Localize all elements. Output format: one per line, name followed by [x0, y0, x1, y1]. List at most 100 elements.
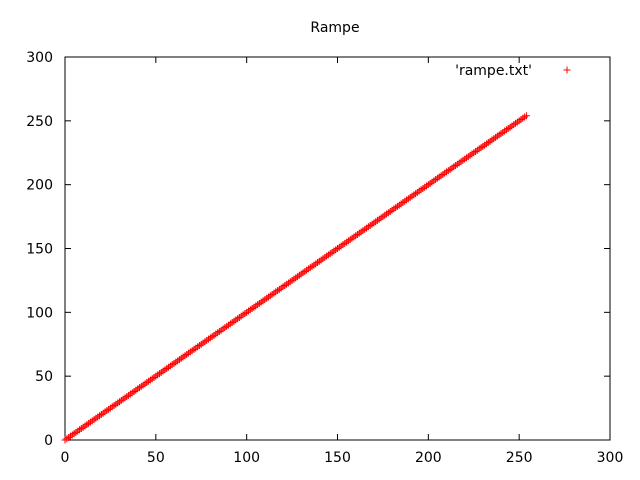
data-point: [279, 283, 287, 291]
data-point: [388, 206, 396, 214]
data-point: [72, 428, 80, 436]
data-point: [466, 151, 474, 159]
data-point: [114, 399, 122, 407]
data-point: [304, 265, 312, 273]
data-point: [355, 229, 363, 237]
data-point: [502, 126, 510, 134]
data-point: [157, 368, 165, 376]
data-point: [148, 375, 156, 383]
data-point: [470, 149, 478, 157]
data-point: [234, 315, 242, 323]
data-point: [66, 432, 74, 440]
data-point: [199, 339, 207, 347]
data-point: [357, 228, 365, 236]
data-point: [74, 427, 82, 435]
data-point: [250, 303, 258, 311]
data-point: [377, 214, 385, 222]
data-point: [226, 320, 234, 328]
data-point: [337, 242, 345, 250]
data-point: [150, 373, 158, 381]
data-point: [348, 234, 356, 242]
data-point: [70, 430, 78, 438]
data-point: [343, 238, 351, 246]
data-point: [294, 273, 302, 281]
x-tick-label: 0: [61, 450, 70, 466]
data-point: [383, 210, 391, 218]
data-point: [170, 359, 178, 367]
data-point: [477, 144, 485, 152]
data-point: [339, 241, 347, 249]
legend-label: 'rampe.txt': [455, 63, 532, 79]
data-point: [492, 133, 500, 141]
data-point: [141, 380, 149, 388]
data-point: [435, 173, 443, 181]
data-point: [221, 324, 229, 332]
data-point: [468, 150, 476, 158]
data-point: [519, 114, 527, 122]
x-tick-label: 50: [147, 450, 165, 466]
data-point: [413, 188, 421, 196]
data-point: [335, 243, 343, 251]
data-point: [490, 135, 498, 143]
data-point: [352, 232, 360, 240]
data-point: [432, 176, 440, 184]
y-tick-label: 150: [26, 242, 53, 258]
data-point: [317, 256, 325, 264]
data-point: [392, 204, 400, 212]
data-point: [359, 227, 367, 235]
data-point: [175, 356, 183, 364]
data-point: [433, 174, 441, 182]
data-point: [261, 296, 269, 304]
data-point: [223, 322, 231, 330]
data-point: [459, 156, 467, 164]
data-point: [125, 391, 133, 399]
data-point: [423, 182, 431, 190]
data-point: [301, 267, 309, 275]
data-point: [146, 376, 154, 384]
data-point: [510, 121, 518, 129]
data-point: [86, 418, 94, 426]
data-point: [68, 431, 76, 439]
data-point: [412, 190, 420, 198]
data-point: [201, 338, 209, 346]
data-point: [203, 336, 211, 344]
data-point: [370, 219, 378, 227]
data-point: [350, 233, 358, 241]
data-point: [99, 409, 107, 417]
data-point: [130, 387, 138, 395]
data-point: [481, 141, 489, 149]
data-point: [152, 372, 160, 380]
data-point: [61, 436, 69, 444]
data-point: [288, 276, 296, 284]
data-point: [517, 116, 525, 124]
x-tick-label: 200: [415, 450, 442, 466]
data-point: [424, 181, 432, 189]
data-point: [145, 377, 153, 385]
data-point: [106, 404, 114, 412]
data-point: [521, 113, 529, 121]
data-point: [163, 365, 171, 373]
data-point: [128, 389, 136, 397]
data-point: [426, 179, 434, 187]
data-point: [303, 266, 311, 274]
data-point: [254, 301, 262, 309]
data-point: [194, 343, 202, 351]
data-point: [363, 224, 371, 232]
data-point: [252, 302, 260, 310]
data-point: [263, 294, 271, 302]
data-point: [134, 385, 142, 393]
data-point: [97, 410, 105, 418]
data-point: [323, 252, 331, 260]
data-point: [464, 153, 472, 161]
data-point: [246, 306, 254, 314]
data-point: [441, 169, 449, 177]
data-point: [172, 358, 180, 366]
data-point: [65, 433, 73, 441]
data-point: [515, 117, 523, 125]
data-point: [123, 393, 131, 401]
data-point: [63, 435, 71, 443]
data-point: [344, 237, 352, 245]
data-point: [443, 168, 450, 176]
x-tick-label: 250: [506, 450, 533, 466]
